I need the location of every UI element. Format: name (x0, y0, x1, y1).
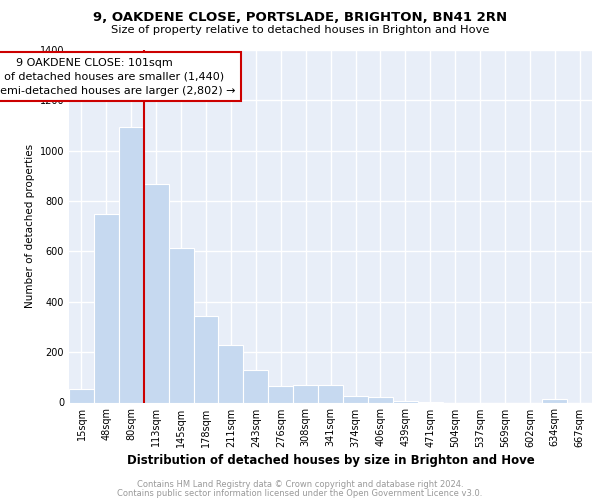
Bar (368, 398, 393, 402)
Text: 9 OAKDENE CLOSE: 101sqm
← 34% of detached houses are smaller (1,440)
66% of semi: 9 OAKDENE CLOSE: 101sqm ← 34% of detache… (0, 58, 236, 96)
Bar (293, 385, 318, 402)
Bar (218, 345, 244, 403)
Text: Size of property relative to detached houses in Brighton and Hove: Size of property relative to detached ho… (111, 25, 489, 35)
Bar (244, 370, 268, 402)
Bar (144, 184, 169, 402)
Bar (343, 396, 368, 402)
Bar (94, 214, 119, 402)
Text: Contains public sector information licensed under the Open Government Licence v3: Contains public sector information licen… (118, 488, 482, 498)
Y-axis label: Number of detached properties: Number of detached properties (25, 144, 35, 308)
Text: 9, OAKDENE CLOSE, PORTSLADE, BRIGHTON, BN41 2RN: 9, OAKDENE CLOSE, PORTSLADE, BRIGHTON, B… (93, 11, 507, 24)
X-axis label: Distribution of detached houses by size in Brighton and Hove: Distribution of detached houses by size … (127, 454, 535, 466)
Bar (542, 398, 567, 402)
Bar (69, 390, 94, 402)
Bar (393, 401, 418, 402)
Bar (194, 316, 218, 402)
Bar (318, 385, 343, 402)
Text: Contains HM Land Registry data © Crown copyright and database right 2024.: Contains HM Land Registry data © Crown c… (137, 480, 463, 489)
Bar (268, 386, 293, 402)
Bar (119, 127, 144, 402)
Bar (169, 248, 194, 402)
